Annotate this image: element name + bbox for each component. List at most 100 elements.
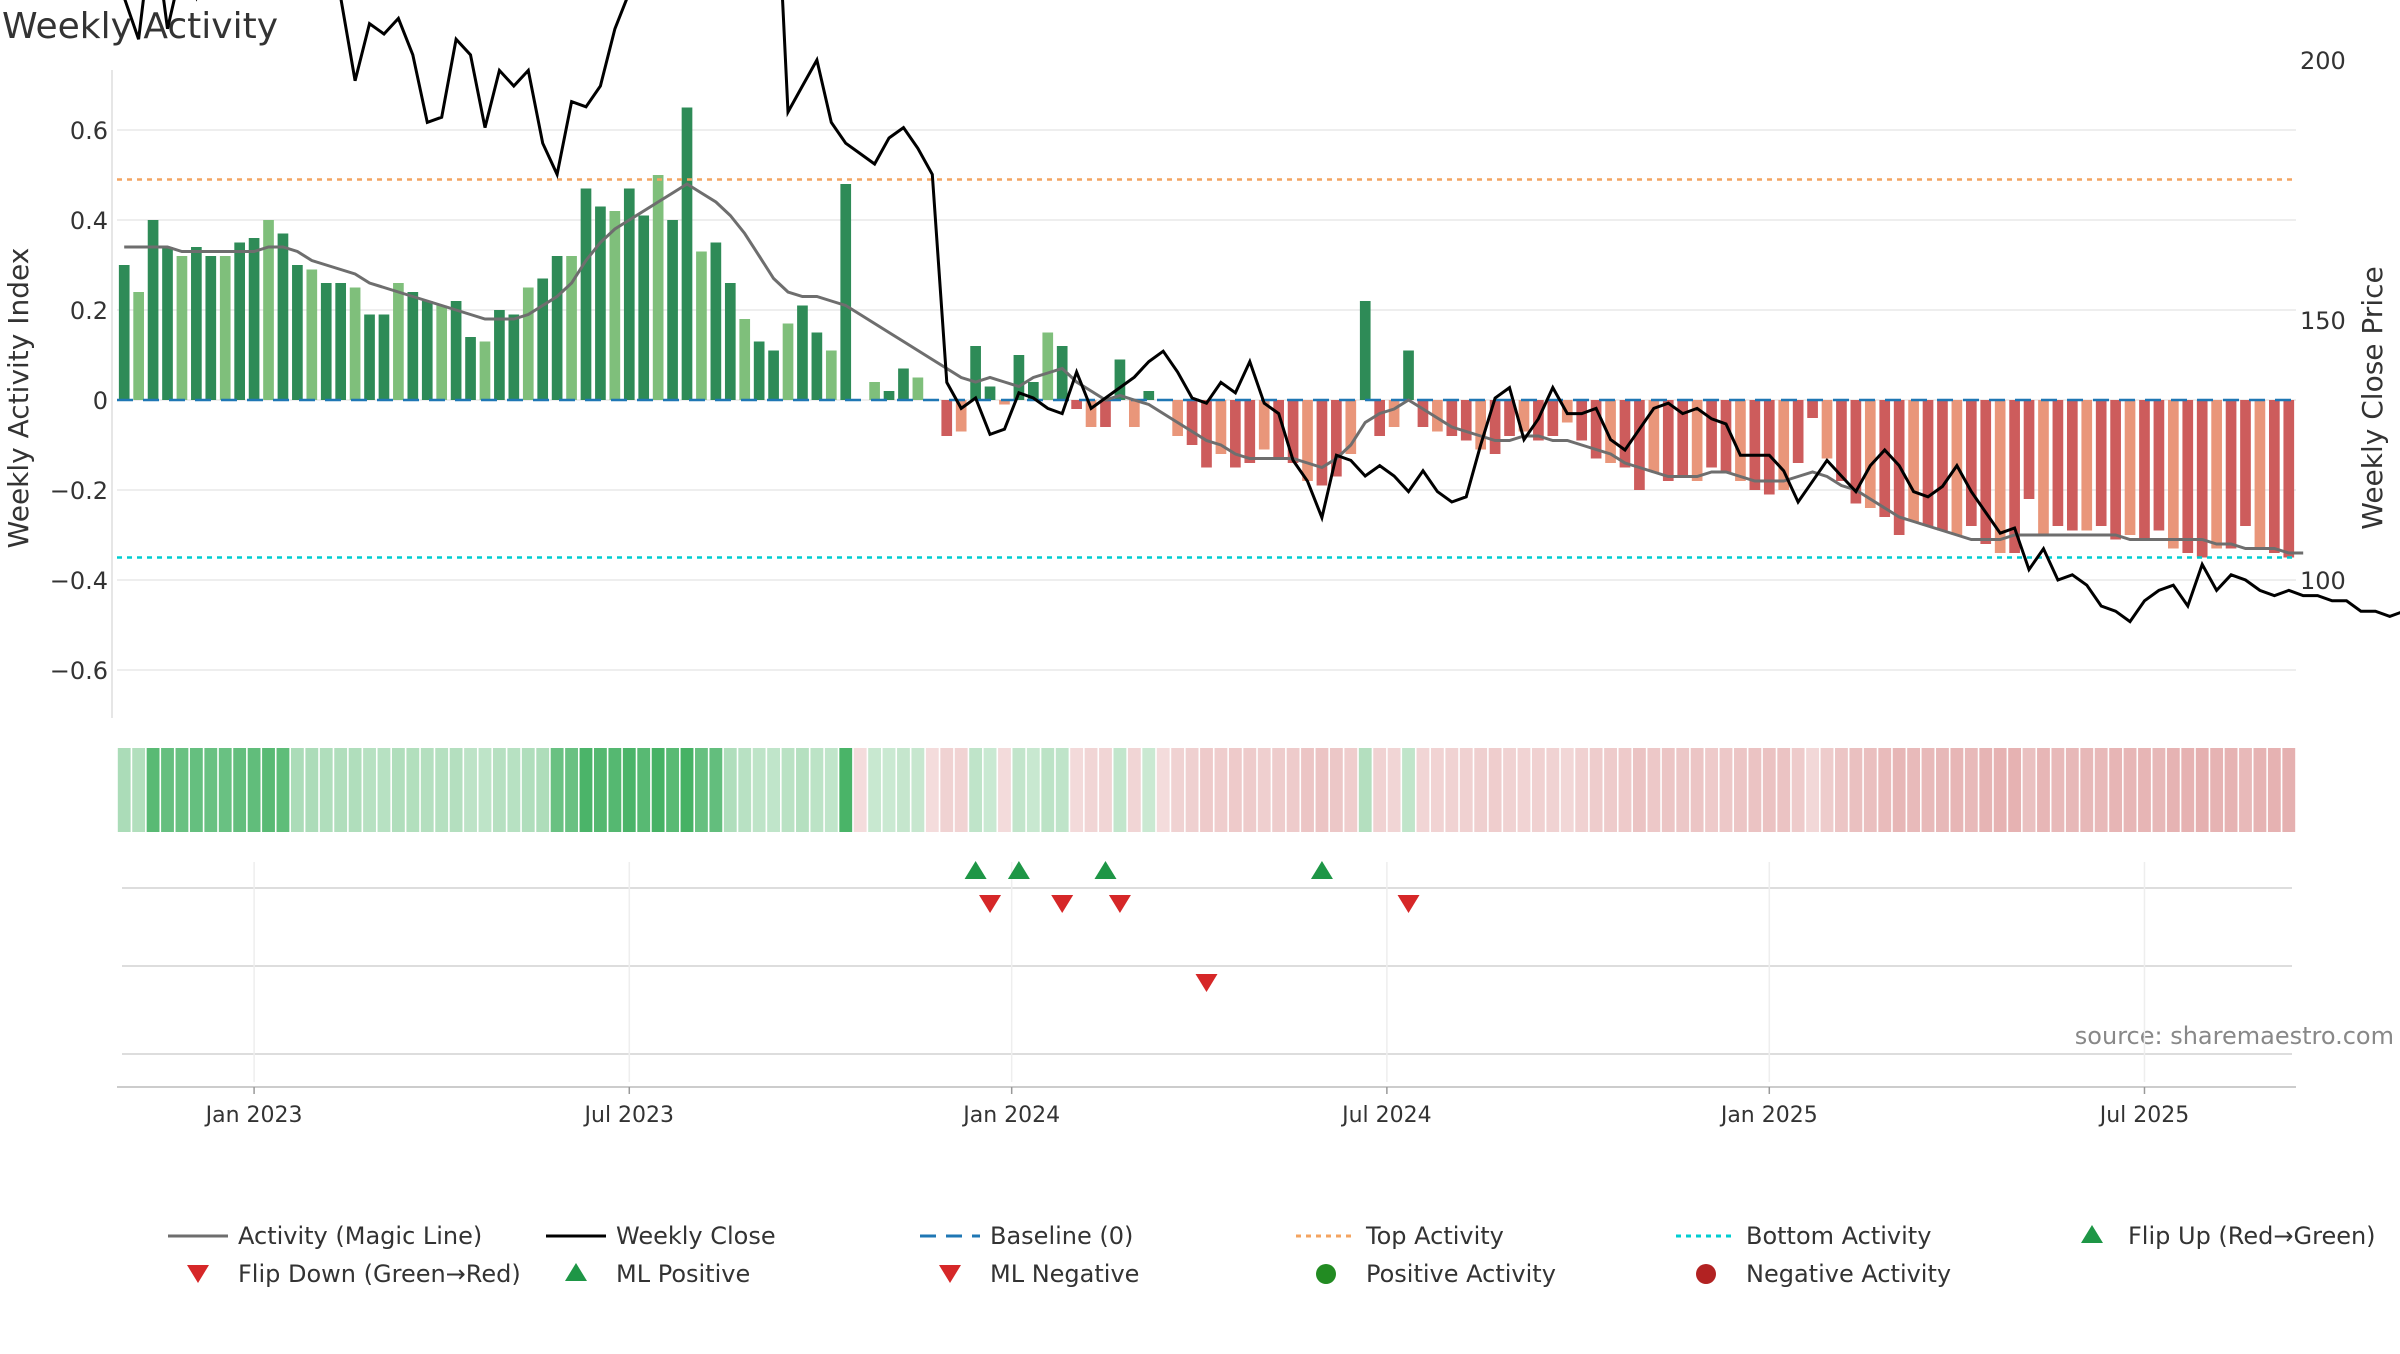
strip-cell [767,748,781,832]
activity-bar [1994,400,2006,553]
strip-cell [218,748,232,832]
x-tick-label: Jan 2025 [1719,1103,1818,1128]
strip-cell [464,748,477,832]
activity-bar [335,283,347,400]
weekly-close-series [123,0,2400,624]
activity-bar [638,215,650,400]
activity-bar [1590,400,1602,459]
strip-cell [161,748,174,832]
strip-cell [1907,748,1921,832]
activity-bar [696,251,707,400]
strip-cell [579,748,593,832]
strip-cell [1632,748,1646,832]
strip-cell [2224,748,2238,832]
strip-cell [363,748,376,832]
strip-cell [1921,748,1935,832]
legend-label: Positive Activity [1366,1260,1556,1288]
activity-bar [1489,400,1501,454]
activity-bar [652,175,664,400]
activity-bar [205,256,217,400]
activity-bar [1331,400,1342,477]
activity-bar [1287,400,1299,463]
strip-cell [925,748,939,832]
strip-cell [290,748,304,832]
strip-cell [2210,748,2224,832]
strip-cell [1835,748,1848,832]
strip-cell [1878,748,1892,832]
strip-cell [233,748,247,832]
strip-cell [666,748,679,832]
activity-bar [1013,355,1025,400]
strip-cell [1892,748,1906,832]
activity-bar [522,287,534,400]
strip-cell [1993,748,2007,832]
strip-cell [608,748,622,832]
strip-cell [565,748,578,832]
y-tick-label: 0.4 [70,207,108,235]
legend-label: Flip Down (Green→Red) [238,1260,521,1288]
strip-cell [1791,748,1805,832]
activity-bar [1273,400,1284,459]
activity-bar [450,301,462,400]
strip-cell [2253,748,2267,832]
strip-cell [1459,748,1473,832]
y-tick-label: 0.6 [70,117,108,145]
strip-cell [132,748,146,832]
activity-bar [2038,400,2049,535]
activity-bar [1850,400,1862,504]
strip-cell [406,748,420,832]
activity-bar [1201,400,1212,468]
strip-cell [2267,748,2281,832]
strip-cell [1171,748,1185,832]
activity-bar [984,386,996,400]
activity-bar [1807,400,1818,418]
strip-cell [377,748,391,832]
strip-cell [1113,748,1127,832]
activity-bar [1114,359,1126,400]
strip-cell [1734,748,1747,832]
strip-cell [1243,748,1257,832]
strip-cell [1503,748,1516,832]
strip-cell [1762,748,1776,832]
strip-cell [247,748,261,832]
strip-cell [1979,748,1993,832]
strip-cell [189,748,203,832]
strip-cell [478,748,492,832]
activity-bar [2254,400,2266,549]
strip-cell [911,748,925,832]
activity-bar [436,305,448,400]
activity-bar [1648,400,1660,472]
strip-cell [1257,748,1271,832]
activity-bar [955,400,967,432]
activity-bar [1792,400,1804,463]
strip-cell [1647,748,1661,832]
strip-cell [1690,748,1704,832]
strip-cell [1863,748,1877,832]
strip-cell [2094,748,2108,832]
legend-label: Bottom Activity [1746,1222,1931,1250]
activity-bar [1432,400,1443,432]
activity-bar [479,341,491,400]
legend-label: Baseline (0) [990,1222,1133,1250]
activity-bar [739,319,751,400]
strip-cell [1272,748,1286,832]
strip-cell [853,748,867,832]
activity-bar [1258,400,1270,450]
flip-up-marker [964,861,987,879]
strip-cell [391,748,405,832]
strip-cell [680,748,694,832]
strip-cell [1488,748,1502,832]
activity-bar [364,314,375,400]
activity-bar [1345,400,1357,454]
strip-cell [1430,748,1444,832]
activity-bar [768,350,779,400]
strip-cell [1849,748,1863,832]
strip-cell [1748,748,1762,832]
strip-cell [2195,748,2209,832]
strip-cell [810,748,824,832]
strip-cell [1070,748,1084,832]
strip-cell [1950,748,1964,832]
strip-cell [969,748,983,832]
y-tick-label: 0.2 [70,297,108,325]
activity-bar [2269,400,2280,553]
